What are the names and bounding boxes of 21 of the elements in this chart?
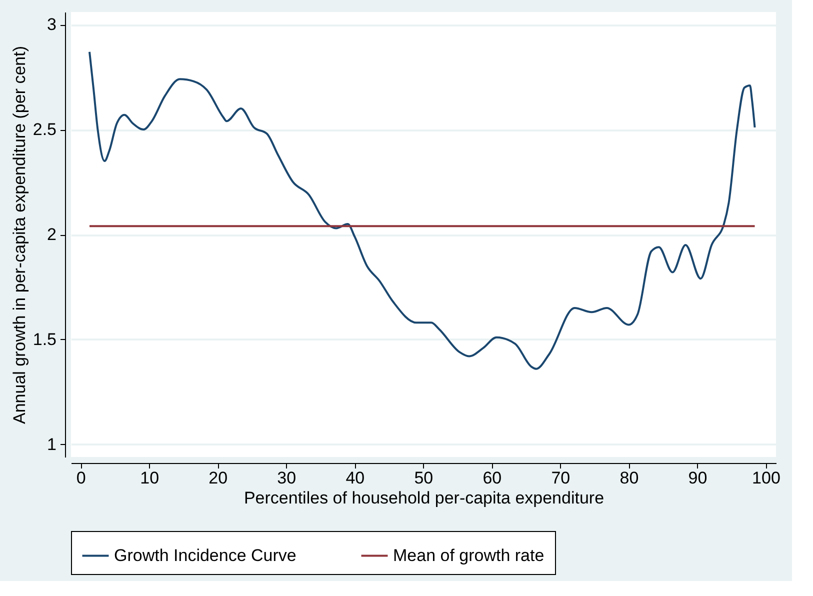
x-tick-label: 60 <box>482 468 502 488</box>
x-tick-label: 40 <box>346 468 365 488</box>
x-tick-label: 10 <box>140 468 160 488</box>
legend-label: Mean of growth rate <box>393 546 544 565</box>
x-tick-label: 70 <box>551 468 570 488</box>
y-tick-label: 2 <box>47 225 56 244</box>
x-tick-label: 90 <box>688 468 708 488</box>
x-tick-label: 0 <box>76 468 86 488</box>
x-tick-label: 100 <box>752 468 780 488</box>
y-tick-label: 1.5 <box>32 330 56 349</box>
x-tick-label: 80 <box>620 468 639 488</box>
x-tick-label: 30 <box>277 468 296 488</box>
y-tick-label: 2.5 <box>32 120 56 140</box>
x-axis-title: Percentiles of household per-capita expenditure <box>244 488 604 508</box>
x-tick-label: 20 <box>208 468 228 488</box>
x-tick-label: 50 <box>414 468 434 488</box>
legend-label: Growth Incidence Curve <box>114 546 296 565</box>
y-axis-title: Annual growth in per-capita expenditure (per cent) <box>10 46 29 424</box>
y-tick-label: 1 <box>47 434 56 454</box>
y-tick-label: 3 <box>47 15 56 34</box>
line-series <box>88 50 756 370</box>
